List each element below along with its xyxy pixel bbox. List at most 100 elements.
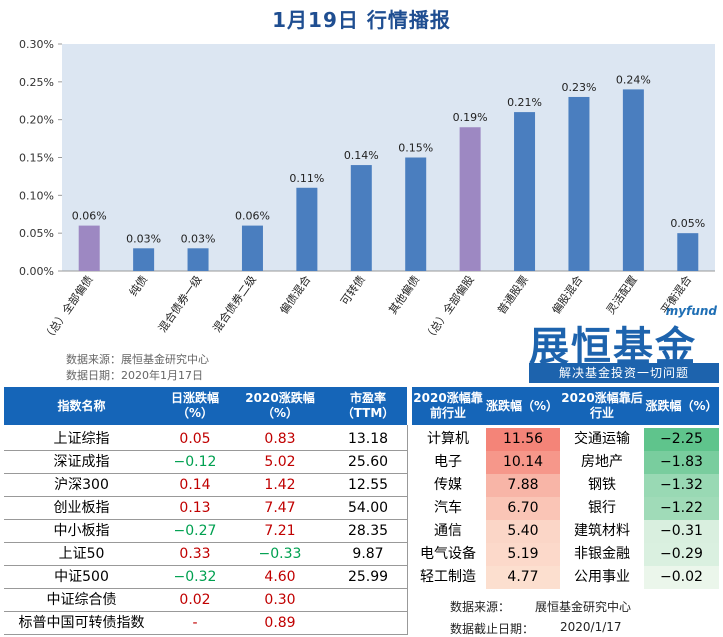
index-day-change: 0.05 xyxy=(179,431,211,447)
index-pe xyxy=(329,589,407,612)
bottom-industry-name: 银行 xyxy=(588,500,616,516)
industry-table-row: 电子 10.14 房地产 −1.83 xyxy=(412,451,719,474)
index-table-row: 上证50 0.33 −0.33 9.87 xyxy=(0,543,410,566)
industry-table-row: 通信 5.40 建筑材料 −0.31 xyxy=(412,520,719,543)
index-name: 创业板指 xyxy=(53,500,110,516)
header-pe: 市盈率（TTM） xyxy=(341,391,395,420)
index-name: 中证综合债 xyxy=(46,592,117,608)
industry-table-header: 2020涨幅靠前行业 涨跌幅（%） 2020涨幅靠后行业 涨跌幅（%） xyxy=(412,387,719,425)
bar xyxy=(296,187,318,271)
index-day-change: 0.33 xyxy=(179,546,211,562)
index-pe: 25.60 xyxy=(347,454,389,470)
header-bottom-change: 涨跌幅（%） xyxy=(645,398,718,413)
category-label: 其他偏债 xyxy=(385,273,422,317)
y-tick-label: 0.20% xyxy=(19,114,54,127)
top-industry-name: 电气设备 xyxy=(420,546,476,562)
bar-value-label: 0.15% xyxy=(398,142,433,155)
top-industry-change: 4.77 xyxy=(486,566,560,589)
row-divider xyxy=(4,611,407,612)
header-ytd-change: 2020涨跌幅（%） xyxy=(245,391,315,420)
category-label: 混合债券一级 xyxy=(155,273,204,335)
index-name: 上证50 xyxy=(58,546,105,562)
bar-value-label: 0.03% xyxy=(126,232,161,245)
logo-main-text: 展恒基金 xyxy=(529,324,697,370)
index-table-row: 创业板指 0.13 7.47 54.00 xyxy=(0,497,410,520)
y-tick-label: 0.15% xyxy=(19,152,54,165)
top-industry-change: 5.19 xyxy=(486,543,560,566)
top-industry-name: 电子 xyxy=(434,454,462,470)
index-name: 沪深300 xyxy=(54,477,109,493)
bottom-industry-change: −0.29 xyxy=(644,543,719,566)
bar xyxy=(405,157,427,271)
bar-value-label: 0.19% xyxy=(453,111,488,124)
plot-area xyxy=(62,44,715,271)
bar xyxy=(514,112,536,271)
y-tick-label: 0.05% xyxy=(19,227,54,240)
bottom-industry-name: 公用事业 xyxy=(574,569,630,585)
bar-value-label: 0.03% xyxy=(181,232,216,245)
category-label: 混合债券二级 xyxy=(210,273,259,335)
y-tick-label: 0.30% xyxy=(19,38,54,51)
header-day-change: 日涨跌幅（%） xyxy=(170,391,219,420)
bar-value-label: 0.06% xyxy=(235,210,270,223)
bar-value-label: 0.05% xyxy=(670,217,705,230)
row-divider xyxy=(4,565,407,566)
bottom-industry-change: −1.32 xyxy=(644,474,719,497)
category-label: 纯债 xyxy=(126,273,150,299)
top-industry-name: 汽车 xyxy=(434,500,462,516)
bar-value-label: 0.11% xyxy=(289,172,324,185)
table-source-value: 展恒基金研究中心 xyxy=(535,600,632,614)
bottom-industry-name: 建筑材料 xyxy=(574,523,630,539)
top-industry-change: 6.70 xyxy=(486,497,560,520)
index-ytd-change: 0.83 xyxy=(264,431,296,447)
index-pe: 13.18 xyxy=(347,431,389,447)
bottom-industry-change: −0.02 xyxy=(644,566,719,589)
industry-table-row: 轻工制造 4.77 公用事业 −0.02 xyxy=(412,566,719,589)
index-day-change: −0.27 xyxy=(173,523,217,539)
header-bottom-industry: 2020涨幅靠后行业 xyxy=(561,391,643,420)
index-table-header: 指数名称 日涨跌幅（%） 2020涨跌幅（%） 市盈率（TTM） xyxy=(4,387,407,425)
index-ytd-change: 7.47 xyxy=(264,500,296,516)
index-ytd-change: −0.33 xyxy=(258,546,302,562)
top-industry-name: 通信 xyxy=(434,523,462,539)
industry-table-row: 汽车 6.70 银行 −1.22 xyxy=(412,497,719,520)
index-day-change: 0.02 xyxy=(179,592,211,608)
bottom-industry-name: 钢铁 xyxy=(588,477,616,493)
index-day-change: 0.14 xyxy=(179,477,211,493)
category-label: （总）全部偏股 xyxy=(421,273,477,344)
bottom-industry-change: −1.83 xyxy=(644,451,719,474)
row-divider xyxy=(4,519,407,520)
index-ytd-change: 0.30 xyxy=(264,592,296,608)
index-table-row: 中证综合债 0.02 0.30 xyxy=(0,589,410,612)
bar xyxy=(459,127,481,271)
y-tick-label: 0.25% xyxy=(19,76,54,89)
bar xyxy=(133,248,155,271)
logo-slogan: 解决基金投资一切问题 xyxy=(529,363,719,383)
index-day-change: 0.13 xyxy=(179,500,211,516)
bottom-industry-name: 非银金融 xyxy=(574,546,630,562)
top-industry-name: 计算机 xyxy=(427,431,469,447)
category-label: （总）全部偏债 xyxy=(40,273,96,344)
y-tick-label: 0.00% xyxy=(19,265,54,278)
index-ytd-change: 7.21 xyxy=(264,523,296,539)
index-table-row: 标普中国可转债指数 - 0.89 xyxy=(0,612,410,635)
table-date-value: 2020/1/17 xyxy=(560,620,622,634)
index-ytd-change: 5.02 xyxy=(264,454,296,470)
bar-value-label: 0.23% xyxy=(561,81,596,94)
index-name: 标普中国可转债指数 xyxy=(18,615,145,631)
row-divider xyxy=(4,588,407,589)
bar-value-label: 0.24% xyxy=(616,73,651,86)
index-name: 深证成指 xyxy=(53,454,110,470)
header-index-name: 指数名称 xyxy=(57,398,106,413)
chart-date-note: 数据日期：2020年1月17日 xyxy=(66,369,203,382)
bottom-industry-name: 房地产 xyxy=(581,454,623,470)
index-pe xyxy=(329,612,407,635)
chart-source-note: 数据来源：展恒基金研究中心 xyxy=(66,353,209,366)
index-table-row: 沪深300 0.14 1.42 12.55 xyxy=(0,474,410,497)
index-name: 上证综指 xyxy=(53,431,110,447)
bar xyxy=(568,96,590,271)
index-ytd-change: 4.60 xyxy=(264,569,296,585)
bar xyxy=(350,165,372,271)
table-date-label: 数据截止日期： xyxy=(450,622,535,636)
index-pe: 28.35 xyxy=(347,523,389,539)
